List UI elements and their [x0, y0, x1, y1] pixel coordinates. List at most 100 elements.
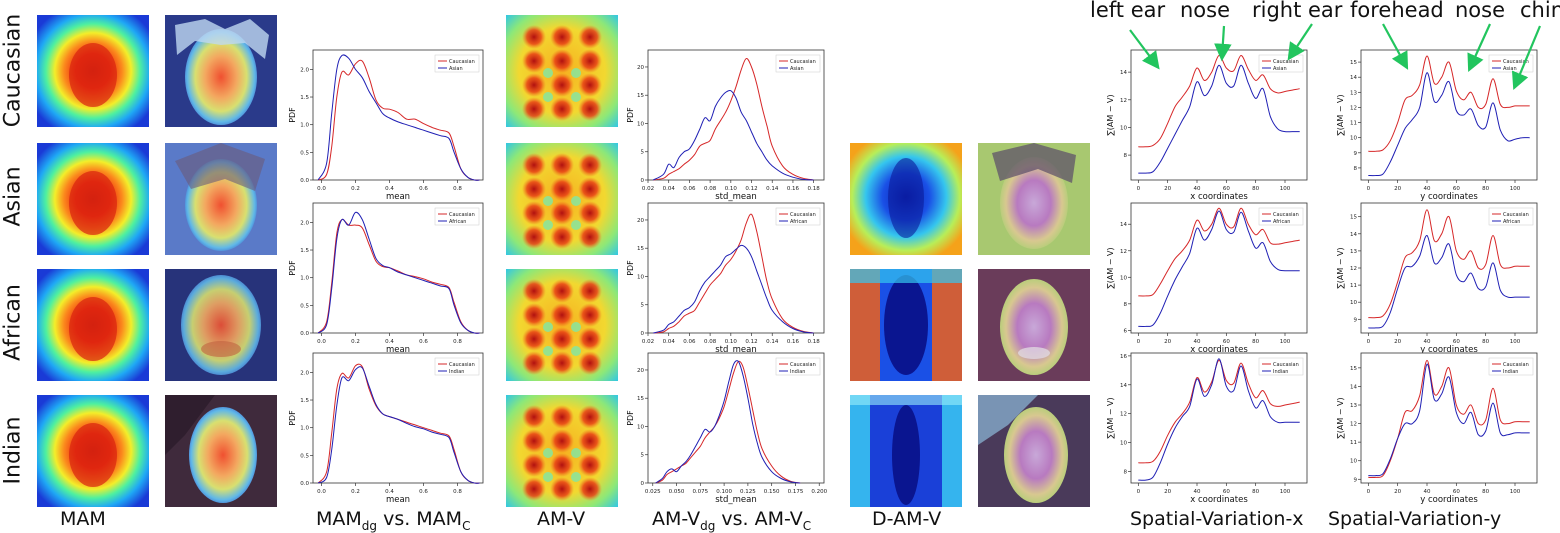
amv-pdf-1-ytick-label: 20 [637, 65, 644, 71]
spatial-x-3-xtick-label: 80 [1252, 489, 1259, 495]
spatial-x-2-xtick-label: 100 [1280, 339, 1291, 345]
amv-pdf-2-ytick-label: 0 [641, 331, 645, 337]
mam-pdf-1-series-asian [317, 54, 480, 181]
amv-pdf-2-ylabel: PDF [626, 260, 635, 276]
amv-pdf-3-xtick-label: 0.050 [669, 489, 685, 495]
amv-pdf-1-ylabel: PDF [626, 107, 635, 123]
mam-pdf-3-xtick-label: 0.0 [317, 489, 326, 495]
spatial-x-3-panel: 0 20 40 60 80 100 8 10 12 14 16 x coordinates ∑(AM −… [1106, 352, 1308, 505]
spatial-x-2-panel: 0 20 40 60 80 100 6 8 10 12 14 x coordinates ∑(AM − … [1106, 202, 1308, 355]
spatial-y-2-xtick-label: 0 [1367, 339, 1371, 345]
spatial-x-2-series-african [1138, 210, 1300, 327]
spatial-y-3-legend-label: Caucasian [1503, 362, 1529, 368]
spatial-x-1-ytick-label: 8 [1124, 153, 1128, 159]
spatial-x-3-series-indian [1138, 358, 1300, 481]
col-label-spatial-x: Spatial-Variation-x [1130, 508, 1304, 530]
spatial-y-3-ytick-label: 14 [1350, 384, 1357, 390]
spatial-x-1-legend-label: Asian [1273, 66, 1287, 72]
amv-pdf-1-xtick-label: 0.12 [745, 186, 757, 192]
amv-pdf-3-series-caucasian [655, 360, 801, 484]
amv-pdf-3-xtick-label: 0.100 [716, 489, 732, 495]
mam-pdf-3-series-indian [317, 366, 480, 484]
amv-pdf-1-xtick-label: 0.04 [663, 186, 676, 192]
col-label-amv: AM-V [537, 508, 586, 530]
amv-pdf-2-xlabel: std_mean [715, 345, 757, 355]
spatial-y-2-legend-label: African [1503, 219, 1520, 225]
spatial-x-2-ylabel: ∑(AM − V) [1106, 247, 1115, 288]
amv-pdf-2-xtick-label: 0.16 [787, 339, 800, 345]
spatial-y-2-series-caucasian [1368, 209, 1530, 319]
spatial-y-1-legend-label: Asian [1503, 66, 1517, 72]
amv-pdf-2-series-caucasian [653, 213, 814, 334]
mam-pdf-1-panel: 0.0 0.2 0.4 0.6 0.8 0.0 0.5 1.0 1.5 2.0 mean PDF Cau… [288, 49, 484, 202]
spatial-y-2-xtick-label: 20 [1394, 339, 1401, 345]
amv-pdf-2-ytick-label: 10 [637, 274, 644, 280]
amv-pdf-3-xtick-label: 0.150 [764, 489, 780, 495]
arrow-right-ear-icon [1287, 23, 1313, 61]
amv-pdf-1-xlabel: std_mean [715, 192, 757, 202]
amv-pdf-2-ytick-label: 5 [641, 303, 645, 309]
spatial-x-3-ytick-label: 16 [1120, 354, 1127, 360]
spatial-y-2-ylabel: ∑(AM − V) [1336, 247, 1345, 288]
spatial-x-1-ytick-label: 10 [1120, 125, 1127, 131]
mam-pdf-1-xtick-label: 0.8 [453, 186, 462, 192]
spatial-y-1-xtick-label: 0 [1367, 186, 1371, 192]
col-label-mam-comparison-part2: vs. MAM [377, 508, 463, 530]
spatial-x-2-series-caucasian [1138, 207, 1300, 297]
amv-pdf-1-xtick-label: 0.06 [683, 186, 696, 192]
spatial-x-2-ytick-label: 10 [1120, 275, 1127, 281]
arrow-forehead-icon [1382, 23, 1409, 70]
spatial-x-2-ytick-label: 12 [1120, 249, 1127, 255]
spatial-y-1-xtick-label: 60 [1453, 186, 1460, 192]
spatial-x-3-series-caucasian [1138, 359, 1300, 464]
amv-pdf-2-ytick-label: 15 [637, 246, 644, 252]
mam-pdf-2-xtick-label: 0.4 [385, 339, 394, 345]
amv-pdf-2-xtick-label: 0.04 [663, 339, 676, 345]
spatial-x-3-legend-label: Indian [1273, 369, 1288, 375]
amv-pdf-3-ytick-label: 10 [637, 424, 644, 430]
col-label-spatial-y: Spatial-Variation-y [1328, 508, 1502, 530]
annotation-left-ear: left ear [1090, 0, 1166, 22]
amv-pdf-3-series-indian [655, 360, 801, 484]
mam-pdf-2-ytick-label: 2.0 [300, 220, 309, 226]
mam-pdf-3-xlabel: mean [386, 495, 410, 505]
spatial-x-1-xtick-label: 80 [1252, 186, 1259, 192]
col-label-mam-comparison-sub2: C [462, 518, 471, 533]
amv-pdf-2-xtick-label: 0.18 [808, 339, 821, 345]
spatial-x-1-xtick-label: 60 [1223, 186, 1230, 192]
spatial-y-3-ytick-label: 9 [1354, 477, 1358, 483]
mam-pdf-2-legend-label: Caucasian [449, 212, 475, 218]
mam-pdf-2-ytick-label: 1.0 [300, 276, 309, 282]
amv-pdf-3-panel: 0.025 0.050 0.075 0.100 0.125 0.150 0.175 0.200… [626, 352, 828, 505]
spatial-y-3-ytick-label: 11 [1350, 440, 1357, 446]
spatial-y-3-xlabel: y coordinates [1420, 495, 1478, 505]
spatial-y-3-ytick-label: 13 [1350, 403, 1357, 409]
amv-pdf-3-ytick-label: 0 [641, 481, 645, 487]
mam-pdf-1-legend-label: Caucasian [449, 59, 475, 65]
amv-pdf-1-legend-label: Caucasian [790, 59, 816, 65]
mam-pdf-2-ytick-label: 0.5 [300, 303, 309, 309]
spatial-y-3-legend-label: Indian [1503, 369, 1518, 375]
mam-pdf-1-xtick-label: 0.2 [351, 186, 360, 192]
annotation-right-ear: right ear [1252, 0, 1343, 22]
amv-pdf-1-xtick-label: 0.18 [808, 186, 821, 192]
mam-pdf-3-ylabel: PDF [288, 410, 297, 426]
spatial-y-3-ytick-label: 12 [1350, 422, 1357, 428]
spatial-y-1-ytick-label: 9 [1354, 151, 1358, 157]
amv-pdf-1-ytick-label: 5 [641, 150, 645, 156]
mam-pdf-3-legend-label: Indian [449, 369, 464, 375]
spatial-y-1-ytick-label: 8 [1354, 166, 1358, 172]
mam-pdf-2-xtick-label: 0.8 [453, 339, 462, 345]
spatial-y-3-xtick-label: 20 [1394, 489, 1401, 495]
spatial-y-3-xtick-label: 100 [1510, 489, 1521, 495]
mam-pdf-2-series-african [317, 211, 480, 334]
col-label-damv: D-AM-V [872, 508, 942, 530]
mam-pdf-1-ytick-label: 1.0 [300, 123, 309, 129]
spatial-x-2-ytick-label: 14 [1120, 222, 1127, 228]
spatial-y-2-ytick-label: 15 [1350, 215, 1357, 221]
spatial-y-2-xtick-label: 60 [1453, 339, 1460, 345]
amv-pdf-3-xtick-label: 0.125 [740, 489, 756, 495]
amv-pdf-1-xtick-label: 0.14 [766, 186, 779, 192]
spatial-x-3-xlabel: x coordinates [1190, 495, 1248, 505]
spatial-y-1-xlabel: y coordinates [1420, 192, 1478, 202]
